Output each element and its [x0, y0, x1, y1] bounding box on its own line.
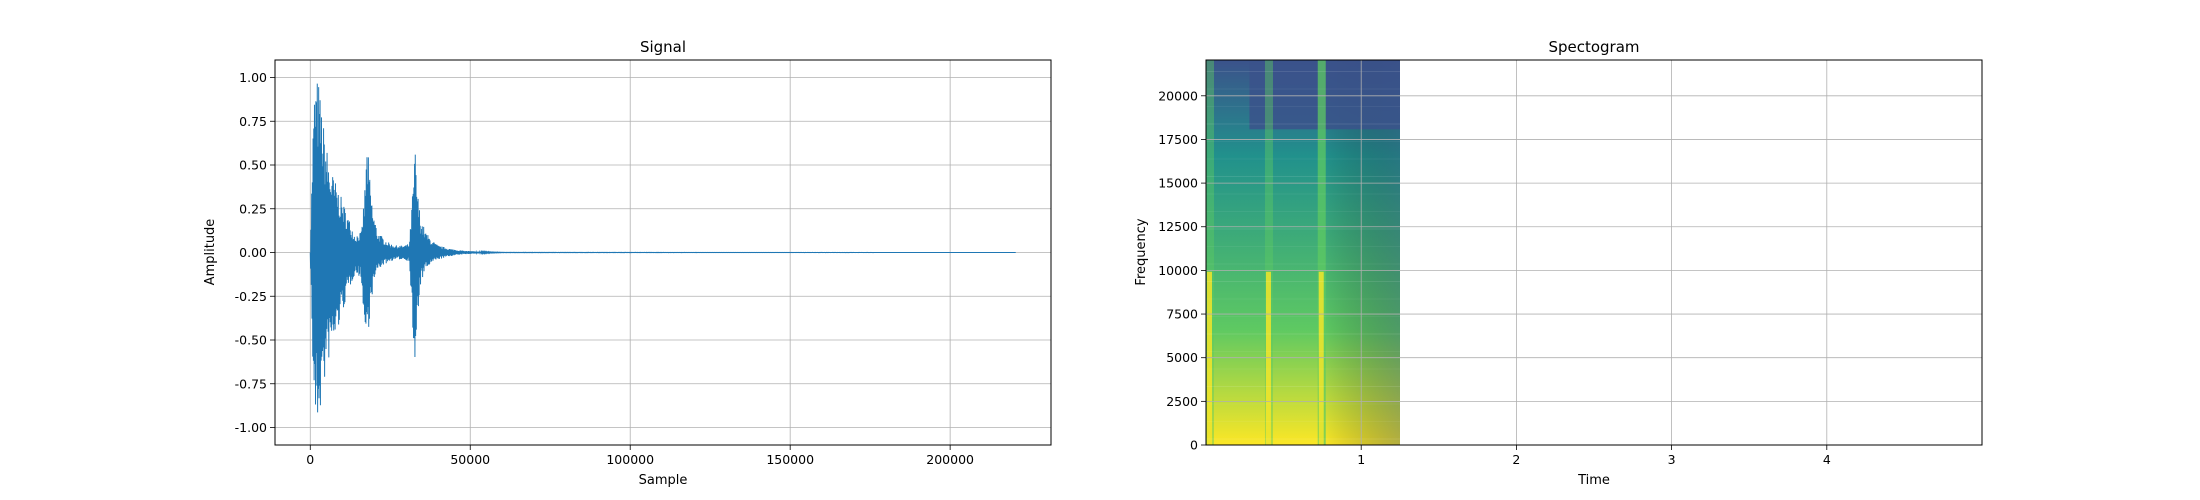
spectrogram-y-tick-label: 10000: [1158, 263, 1198, 278]
spectrogram-y-tick-label: 7500: [1166, 307, 1198, 322]
spectrogram-y-tick-label: 20000: [1158, 88, 1198, 103]
signal-y-tick-label: 1.00: [239, 70, 267, 85]
spectrogram-x-tick-label: 3: [1668, 452, 1676, 467]
spectrogram-title: Spectogram: [1548, 38, 1639, 56]
spectrogram-onset-streak: [1317, 60, 1326, 445]
signal-x-ticks: 0 50000 100000 150000 200000: [306, 445, 974, 467]
spectrogram-y-tick-label: 17500: [1158, 132, 1198, 147]
signal-x-axis-label: Sample: [639, 473, 688, 488]
spectrogram-onset-streak: [1206, 60, 1214, 445]
signal-x-tick-label: 200000: [926, 452, 974, 467]
signal-y-tick-label: -1.00: [235, 420, 267, 435]
spectrogram-panel: Spectogram 1 2 3 4 0 2500 5000 7500 10000 12500 1…: [1134, 38, 1983, 488]
spectrogram-y-ticks: 0 2500 5000 7500 10000 12500 15000 17500 20000: [1158, 88, 1206, 453]
spectrogram-y-tick-label: 0: [1190, 438, 1198, 453]
signal-y-tick-label: -0.75: [235, 376, 267, 391]
spectrogram-x-tick-label: 2: [1512, 452, 1520, 467]
signal-x-tick-label: 100000: [606, 452, 654, 467]
signal-x-tick-label: 50000: [450, 452, 490, 467]
spectrogram-onset-streak: [1264, 60, 1273, 445]
signal-y-tick-label: -0.50: [235, 333, 267, 348]
spectrogram-y-tick-label: 12500: [1158, 219, 1198, 234]
spectrogram-y-tick-label: 15000: [1158, 176, 1198, 191]
spectrogram-onset-core: [1207, 271, 1212, 445]
signal-y-axis-label: Amplitude: [203, 219, 218, 286]
signal-waveform: [309, 83, 1016, 413]
spectrogram-x-ticks: 1 2 3 4: [1357, 445, 1831, 467]
signal-y-tick-label: 0.25: [239, 201, 267, 216]
spectrogram-y-tick-label: 2500: [1166, 394, 1198, 409]
signal-y-tick-label: -0.25: [235, 289, 267, 304]
signal-title: Signal: [640, 38, 686, 56]
spectrogram-onset-core: [1265, 271, 1271, 445]
signal-y-tick-label: 0.00: [239, 245, 267, 260]
signal-y-tick-label: 0.75: [239, 114, 267, 129]
spectrogram-onset-core: [1318, 271, 1324, 445]
spectrogram-x-tick-label: 1: [1357, 452, 1365, 467]
spectrogram-y-tick-label: 5000: [1166, 350, 1198, 365]
signal-x-tick-label: 150000: [766, 452, 814, 467]
spectrogram-axes-frame: [1205, 59, 1983, 446]
spectrogram-x-tick-label: 4: [1823, 452, 1831, 467]
signal-x-tick-label: 0: [306, 452, 314, 467]
signal-panel: Signal 0 50000 100000 150000 200000 -1.00 -0.…: [203, 38, 1052, 488]
signal-y-tick-label: 0.50: [239, 158, 267, 173]
spectrogram-x-axis-label: Time: [1577, 473, 1610, 488]
signal-y-ticks: -1.00 -0.75 -0.50 -0.25 0.00 0.25 0.50 0.75 1.00: [235, 70, 275, 435]
spectrogram-image: [1206, 60, 1400, 445]
spectrogram-y-axis-label: Frequency: [1134, 218, 1149, 285]
